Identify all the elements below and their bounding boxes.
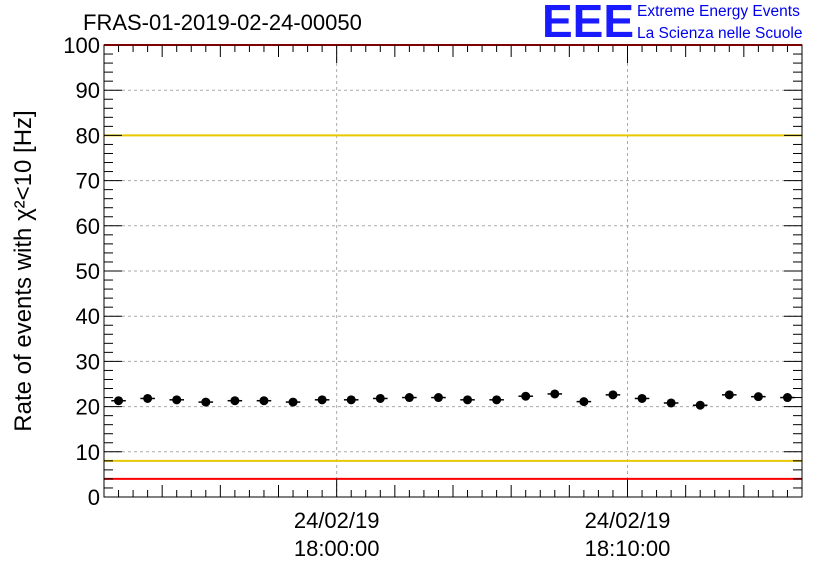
- data-point: [346, 395, 356, 405]
- plot-frame: [103, 44, 803, 498]
- y-tick-label: 30: [76, 349, 100, 374]
- y-tick-label: 0: [88, 485, 100, 510]
- data-point: [608, 390, 618, 400]
- data-point: [695, 400, 705, 410]
- data-point: [492, 395, 502, 405]
- y-tick-label: 10: [76, 440, 100, 465]
- y-tick-label: 60: [76, 214, 100, 239]
- data-point: [782, 393, 792, 403]
- data-point: [375, 393, 385, 403]
- data-points: [111, 389, 795, 410]
- y-tick-label: 100: [63, 33, 100, 58]
- y-axis-label: Rate of events with χ²<10 [Hz]: [10, 110, 37, 431]
- logo-line-1: Extreme Energy Events: [637, 3, 800, 20]
- data-point: [230, 396, 240, 406]
- y-tick-label: 80: [76, 123, 100, 148]
- y-tick-label: 40: [76, 304, 100, 329]
- data-point: [433, 393, 443, 403]
- x-tick-label-time: 18:10:00: [585, 536, 671, 561]
- x-tick-labels: 24/02/19 18:00:00 24/02/19 18:10:00: [294, 508, 670, 561]
- data-point: [724, 390, 734, 400]
- logo-line-2: La Scienza nelle Scuole: [637, 25, 803, 42]
- grid-lines: [104, 45, 802, 497]
- y-tick-label: 20: [76, 395, 100, 420]
- axis-ticks: [103, 44, 803, 498]
- chart-title: FRAS-01-2019-02-24-00050: [83, 10, 362, 35]
- y-tick-label: 70: [76, 169, 100, 194]
- x-tick-label-date: 24/02/19: [585, 508, 671, 533]
- data-point: [288, 397, 298, 407]
- data-point: [259, 396, 269, 406]
- data-point: [753, 392, 763, 402]
- data-point: [550, 389, 560, 399]
- y-tick-label: 90: [76, 78, 100, 103]
- data-point: [637, 393, 647, 403]
- y-tick-label: 50: [76, 259, 100, 284]
- y-tick-labels: 0 10 20 30 40 50 60 70 80 90 100: [63, 33, 100, 510]
- data-point: [579, 397, 589, 407]
- data-point: [666, 398, 676, 408]
- data-point: [143, 393, 153, 403]
- data-point: [463, 395, 473, 405]
- data-point: [201, 397, 211, 407]
- data-point: [404, 393, 414, 403]
- data-point: [317, 395, 327, 405]
- data-point: [521, 391, 531, 401]
- x-tick-label-date: 24/02/19: [294, 508, 380, 533]
- x-tick-label-time: 18:00:00: [294, 536, 380, 561]
- data-point: [114, 396, 124, 406]
- eee-logo: EEE: [542, 0, 635, 47]
- data-point: [172, 395, 182, 405]
